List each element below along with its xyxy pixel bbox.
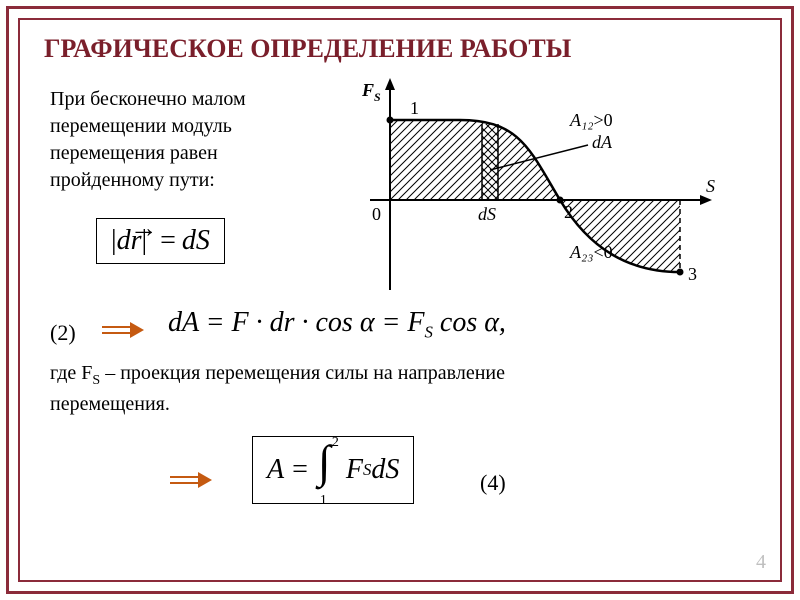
eq2-label: (2): [50, 318, 76, 348]
paragraph-1: При бесконечно маломперемещении модульпе…: [50, 86, 246, 194]
equation-integral-A: A=∫21FSdS: [252, 436, 414, 504]
svg-text:0: 0: [372, 204, 381, 224]
eq1-r: r→: [131, 225, 142, 257]
page-title: ГРАФИЧЕСКОЕ ОПРЕДЕЛЕНИЕ РАБОТЫ: [44, 34, 571, 64]
svg-text:S: S: [706, 176, 715, 196]
equation-dA: dA = F · dr · cos α = FS cos α,: [168, 304, 506, 344]
eq1-equals: =: [154, 225, 182, 256]
equation-dr-eq-ds: |dr→| =dS: [96, 218, 225, 264]
vector-arrow-icon: →: [130, 213, 158, 245]
eq1-d: d: [117, 225, 131, 256]
svg-text:FS: FS: [361, 80, 381, 104]
implies-arrow-2: [168, 470, 212, 490]
svg-text:3: 3: [688, 264, 697, 284]
work-diagram: FS 0 S 1 2 3 dS A₁₂>0 A₂₃<0 dA: [320, 70, 740, 305]
implies-arrow-1: [100, 320, 144, 340]
svg-text:dS: dS: [478, 204, 496, 224]
svg-text:A₂₃<0: A₂₃<0: [569, 242, 613, 262]
svg-text:A₁₂>0: A₁₂>0: [569, 110, 613, 130]
svg-text:dA: dA: [592, 132, 613, 152]
paragraph-2: где FS – проекция перемещения силы на на…: [50, 360, 505, 418]
page-number: 4: [756, 551, 766, 574]
svg-text:2: 2: [564, 202, 573, 222]
svg-text:1: 1: [410, 98, 419, 118]
eq1-rhs-S: S: [196, 225, 210, 256]
eq3-label: (4): [480, 468, 506, 498]
eq1-rhs-d: d: [182, 225, 196, 256]
